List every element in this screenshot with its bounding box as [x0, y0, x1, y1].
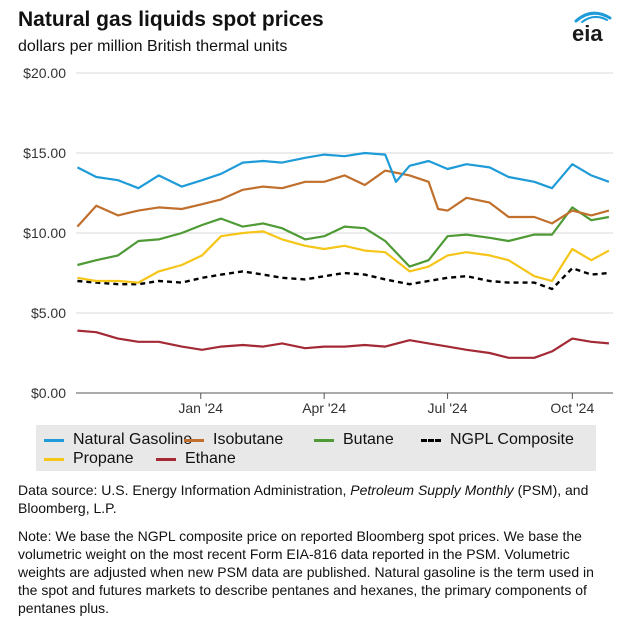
legend-label: NGPL Composite: [450, 431, 574, 448]
x-tick-label: Oct '24: [550, 400, 594, 416]
legend: Natural Gasoline Isobutane Butane NGPL Comp…: [36, 425, 596, 471]
legend-label: Ethane: [185, 450, 236, 467]
eia-logo-arc-icon: [574, 11, 612, 23]
legend-swatch: [421, 438, 441, 442]
chart-title: Natural gas liquids spot prices: [18, 8, 324, 31]
y-tick-label: $5.00: [31, 305, 66, 321]
eia-logo-text: eia: [572, 21, 603, 46]
y-tick-label: $20.00: [23, 65, 66, 81]
legend-label: Butane: [343, 431, 394, 448]
y-tick-label: $0.00: [31, 385, 66, 401]
series-line-isobutane: [76, 169, 610, 228]
data-source: Data source: U.S. Energy Information Adm…: [18, 481, 608, 517]
eia-logo-arc-icon-2: [581, 16, 608, 23]
series-line-natural-gasoline: [76, 151, 610, 190]
line-chart: $0.00 $5.00 $10.00 $15.00 $20.00 Jan '24 Apr '…: [23, 65, 613, 416]
legend-swatch: [184, 438, 204, 442]
legend-item-ethane: Ethane: [156, 450, 236, 468]
legend-item-isobutane: Isobutane: [184, 431, 283, 449]
legend-item-propane: Propane: [44, 450, 134, 468]
source-suffix: (PSM), and Bloomberg, L.P.: [18, 482, 589, 516]
legend-swatch: [44, 457, 64, 461]
series-line-propane: [77, 230, 610, 284]
gridlines: [76, 72, 613, 394]
y-tick-label: $15.00: [23, 145, 66, 161]
chart-note: Note: We base the NGPL composite price o…: [18, 528, 594, 616]
series-line-butane: [77, 206, 610, 268]
eia-logo: eia: [572, 11, 612, 46]
x-tick-label: Apr '24: [302, 400, 346, 416]
legend-label: Propane: [73, 450, 134, 467]
chart-subtitle: dollars per million British thermal unit…: [18, 38, 288, 55]
legend-item-butane: Butane: [314, 431, 394, 449]
x-tick-label: Jan '24: [178, 400, 223, 416]
legend-item-ngpl-composite: NGPL Composite: [421, 431, 574, 449]
x-tick-label: Jul '24: [428, 400, 468, 416]
legend-swatch: [44, 438, 64, 442]
series-lines: [76, 151, 610, 359]
legend-label: Isobutane: [213, 431, 284, 448]
legend-swatch: [156, 457, 176, 461]
legend-label: Natural Gasoline: [73, 431, 193, 448]
axis-labels: $0.00 $5.00 $10.00 $15.00 $20.00 Jan '24 Apr '…: [23, 65, 594, 416]
legend-item-natural-gasoline: Natural Gasoline: [44, 431, 192, 449]
y-tick-label: $10.00: [23, 225, 66, 241]
series-line-ethane: [77, 329, 609, 359]
source-prefix: Data source: U.S. Energy Information Adm…: [18, 482, 351, 498]
source-publication: Petroleum Supply Monthly: [350, 482, 514, 498]
legend-swatch: [314, 438, 334, 442]
series-line-ngpl-composite: [77, 266, 610, 291]
